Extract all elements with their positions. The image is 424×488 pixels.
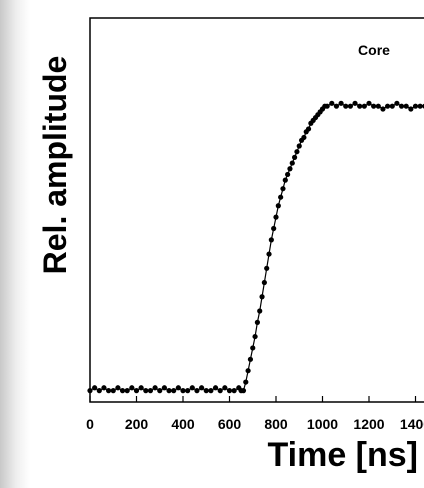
data-point <box>305 126 312 132</box>
data-point <box>245 368 251 374</box>
data-point <box>166 388 172 394</box>
data-point <box>357 103 363 109</box>
y-axis-label: Rel. amplitude <box>37 56 73 275</box>
data-point <box>282 177 288 183</box>
data-point <box>285 171 291 178</box>
data-point <box>259 294 265 300</box>
data-point <box>333 103 340 109</box>
data-point <box>324 103 330 109</box>
data-point <box>385 103 391 109</box>
data-point <box>294 149 300 155</box>
data-point <box>408 106 414 112</box>
data-point <box>194 388 200 394</box>
data-point <box>254 319 260 325</box>
data-point <box>180 388 186 394</box>
data-point <box>278 194 284 200</box>
data-point <box>250 345 256 351</box>
data-point <box>287 166 293 172</box>
data-point <box>110 388 116 394</box>
x-tick-label: 200 <box>125 416 149 432</box>
data-point <box>398 103 405 109</box>
data-point <box>273 214 279 220</box>
data-point <box>208 388 214 394</box>
data-point <box>92 385 98 391</box>
data-point <box>124 388 130 394</box>
annotation: Core <box>358 42 390 58</box>
x-tick-label: 1200 <box>353 416 384 432</box>
data-point <box>361 103 367 109</box>
data-point <box>371 103 377 109</box>
data-point <box>226 388 233 394</box>
data-point <box>266 251 272 257</box>
data-point <box>189 385 195 391</box>
data-point <box>347 103 353 109</box>
data-point <box>301 134 307 141</box>
data-point <box>152 385 158 391</box>
data-point <box>129 385 135 391</box>
data-point <box>417 103 423 109</box>
data-point <box>292 154 298 160</box>
data-point <box>243 379 249 385</box>
data-point <box>252 333 258 340</box>
x-tick-label: 0 <box>86 416 94 432</box>
x-tick-label: 400 <box>171 416 195 432</box>
data-point <box>264 265 270 271</box>
data-point <box>366 100 372 106</box>
x-tick-label: 600 <box>218 416 242 432</box>
data-point <box>394 100 400 106</box>
data-point <box>203 388 209 394</box>
data-point <box>87 388 93 394</box>
data-point <box>343 103 349 109</box>
data-point <box>133 388 140 394</box>
data-point <box>403 103 409 109</box>
data-point <box>296 143 302 149</box>
data-point <box>199 385 205 391</box>
data-point <box>412 103 419 109</box>
data-point <box>115 385 121 391</box>
x-tick-label: 1400 <box>400 416 424 432</box>
data-point <box>212 385 219 391</box>
data-point <box>329 100 335 106</box>
data-point <box>380 106 386 112</box>
data-point <box>101 385 107 391</box>
data-point <box>389 103 395 109</box>
data-point <box>271 225 277 232</box>
data-point <box>138 385 144 391</box>
data-point <box>185 388 191 394</box>
data-point <box>119 388 126 394</box>
plot-frame <box>89 17 424 403</box>
data-point <box>106 388 112 394</box>
data-point <box>289 160 295 166</box>
data-point <box>275 203 281 209</box>
data-point <box>375 103 381 109</box>
data-point <box>261 279 267 286</box>
data-point <box>143 388 149 394</box>
x-tick-label: 1000 <box>307 416 338 432</box>
data-point <box>257 308 263 314</box>
data-point <box>231 388 237 394</box>
data-point <box>280 186 286 192</box>
data-point <box>338 100 344 106</box>
data-point <box>352 100 358 106</box>
data-point <box>268 237 274 243</box>
x-axis-label: Time [ns] <box>267 436 418 474</box>
data-point <box>96 388 102 394</box>
data-point <box>147 388 154 394</box>
data-point <box>240 388 247 394</box>
data-point <box>175 385 181 391</box>
data-point <box>171 388 177 394</box>
data-point <box>157 388 163 394</box>
data-point <box>161 385 167 391</box>
x-tick-label: 800 <box>264 416 288 432</box>
data-point <box>217 388 223 394</box>
data-point <box>222 385 228 391</box>
data-point <box>247 356 254 362</box>
